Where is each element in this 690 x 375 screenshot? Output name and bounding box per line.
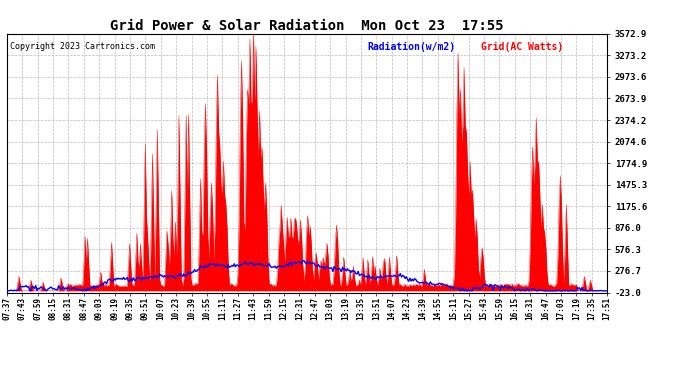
- Text: Grid(AC Watts): Grid(AC Watts): [481, 42, 564, 51]
- Text: Radiation(w/m2): Radiation(w/m2): [367, 42, 455, 51]
- Title: Grid Power & Solar Radiation  Mon Oct 23  17:55: Grid Power & Solar Radiation Mon Oct 23 …: [110, 19, 504, 33]
- Text: Copyright 2023 Cartronics.com: Copyright 2023 Cartronics.com: [10, 42, 155, 51]
